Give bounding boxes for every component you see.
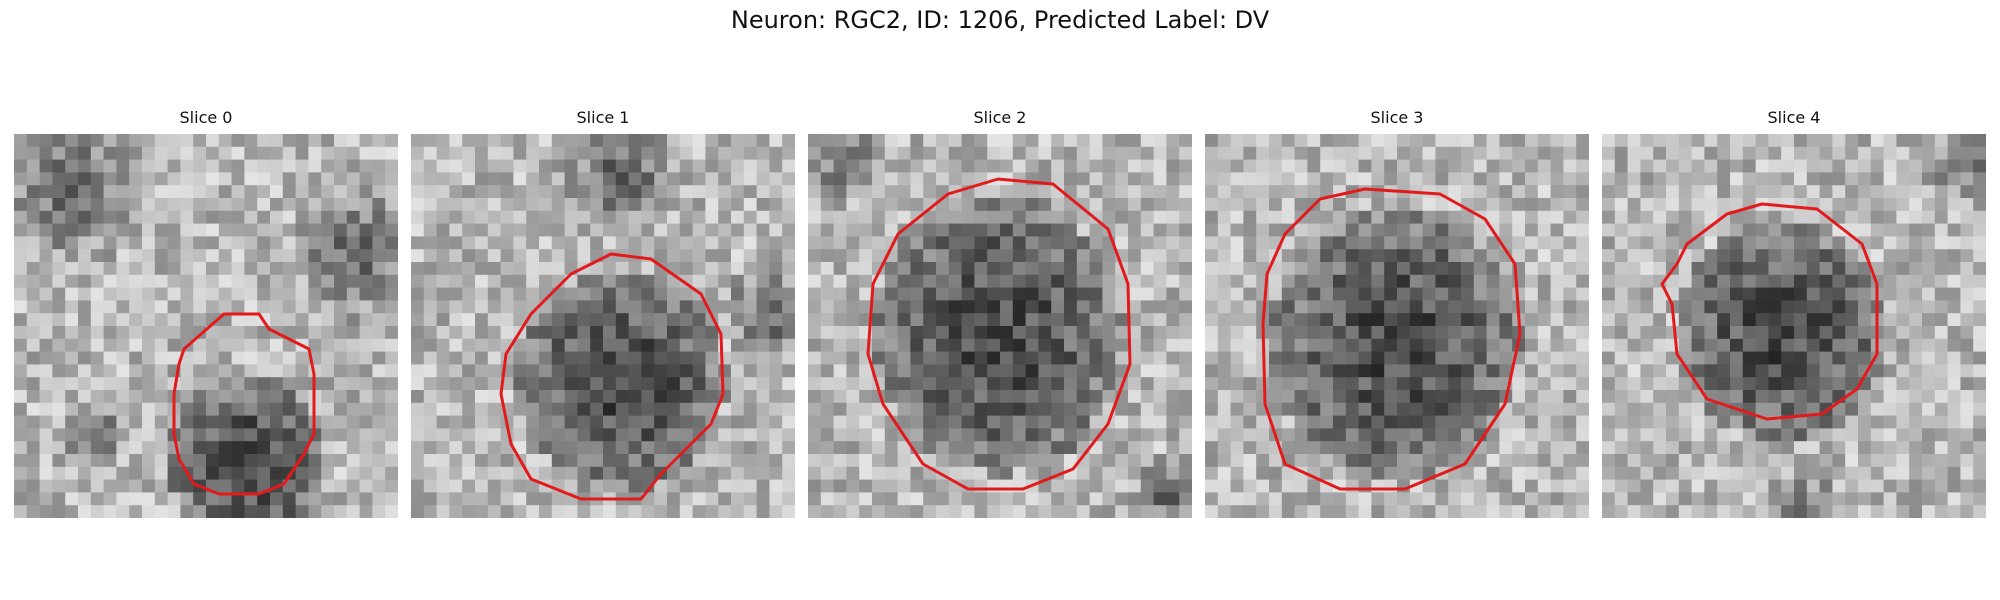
- segmentation-contour: [499, 252, 725, 501]
- segmentation-contour: [172, 312, 316, 496]
- figure-title: Neuron: RGC2, ID: 1206, Predicted Label:…: [730, 6, 1270, 34]
- slice-image: [1602, 134, 1986, 518]
- slice-title: Slice 3: [1370, 108, 1424, 127]
- segmentation-contour: [866, 177, 1132, 491]
- slice-image: [14, 134, 398, 518]
- slice-image: [1205, 134, 1589, 518]
- slice-title: Slice 2: [973, 108, 1027, 127]
- slice-title: Slice 1: [576, 108, 630, 127]
- segmentation-contour: [1660, 202, 1879, 421]
- slice-image: [808, 134, 1192, 518]
- slice-title: Slice 4: [1767, 108, 1821, 127]
- slice-title: Slice 0: [179, 108, 233, 127]
- slice-image: [411, 134, 795, 518]
- segmentation-contour: [1261, 187, 1522, 491]
